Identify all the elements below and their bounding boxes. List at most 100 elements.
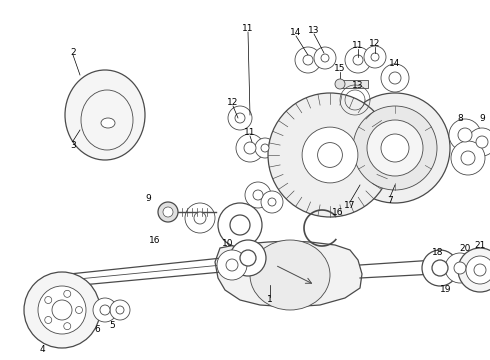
Circle shape — [253, 190, 263, 200]
Circle shape — [226, 259, 238, 271]
Circle shape — [466, 256, 490, 284]
Text: 9: 9 — [479, 113, 485, 122]
Circle shape — [268, 93, 392, 217]
Circle shape — [255, 138, 275, 158]
Circle shape — [303, 55, 313, 65]
Text: 7: 7 — [387, 195, 393, 204]
Text: 21: 21 — [474, 240, 486, 249]
Circle shape — [367, 120, 423, 176]
Text: 12: 12 — [369, 39, 381, 48]
Text: 1: 1 — [267, 296, 273, 305]
Text: 15: 15 — [334, 63, 346, 72]
Circle shape — [381, 64, 409, 92]
Text: 16: 16 — [332, 207, 344, 216]
Circle shape — [64, 323, 71, 330]
Circle shape — [230, 215, 250, 235]
Circle shape — [194, 212, 206, 224]
Text: 11: 11 — [244, 127, 256, 136]
Text: 8: 8 — [457, 113, 463, 122]
Circle shape — [52, 300, 72, 320]
Text: 3: 3 — [70, 140, 76, 149]
Circle shape — [236, 134, 264, 162]
Text: 20: 20 — [459, 243, 471, 252]
Circle shape — [185, 203, 215, 233]
Ellipse shape — [250, 240, 330, 310]
Circle shape — [449, 119, 481, 151]
Circle shape — [461, 151, 475, 165]
Circle shape — [268, 198, 276, 206]
Circle shape — [230, 240, 266, 276]
Ellipse shape — [65, 70, 145, 160]
Circle shape — [64, 290, 71, 297]
Circle shape — [261, 144, 269, 152]
Text: 10: 10 — [222, 239, 234, 248]
Circle shape — [218, 203, 262, 247]
Circle shape — [314, 47, 336, 69]
Circle shape — [261, 191, 283, 213]
Circle shape — [110, 300, 130, 320]
Text: 14: 14 — [290, 27, 302, 36]
Circle shape — [38, 286, 86, 334]
Text: 4: 4 — [39, 346, 45, 355]
Polygon shape — [215, 241, 362, 307]
Circle shape — [476, 136, 488, 148]
Text: 14: 14 — [390, 59, 401, 68]
Circle shape — [116, 306, 124, 314]
Text: 9: 9 — [145, 194, 151, 202]
Circle shape — [335, 79, 345, 89]
Circle shape — [458, 128, 472, 142]
Circle shape — [245, 182, 271, 208]
Circle shape — [240, 250, 256, 266]
Circle shape — [458, 248, 490, 292]
Circle shape — [235, 113, 245, 123]
Circle shape — [381, 134, 409, 162]
Text: 16: 16 — [149, 235, 161, 244]
Text: 12: 12 — [227, 98, 239, 107]
Circle shape — [75, 306, 82, 314]
Circle shape — [389, 72, 401, 84]
Circle shape — [340, 93, 450, 203]
Text: 19: 19 — [440, 285, 452, 294]
Text: 17: 17 — [344, 201, 356, 210]
Text: 13: 13 — [352, 81, 364, 90]
Circle shape — [364, 46, 386, 68]
Circle shape — [474, 264, 486, 276]
Circle shape — [93, 298, 117, 322]
Circle shape — [321, 54, 329, 62]
Circle shape — [45, 297, 52, 303]
Circle shape — [217, 250, 247, 280]
Circle shape — [302, 127, 358, 183]
Circle shape — [228, 106, 252, 130]
Text: 11: 11 — [242, 23, 254, 32]
Circle shape — [451, 141, 485, 175]
Circle shape — [474, 252, 490, 284]
Ellipse shape — [101, 118, 115, 128]
Circle shape — [371, 53, 379, 61]
Circle shape — [432, 260, 448, 276]
Circle shape — [454, 262, 466, 274]
Text: 2: 2 — [70, 48, 76, 57]
Circle shape — [295, 47, 321, 73]
Circle shape — [483, 261, 490, 275]
Text: 11: 11 — [352, 41, 364, 50]
Bar — [340, 80, 368, 88]
Circle shape — [422, 250, 458, 286]
Circle shape — [318, 143, 343, 167]
Circle shape — [445, 253, 475, 283]
Text: 13: 13 — [308, 26, 320, 35]
Circle shape — [100, 305, 110, 315]
Circle shape — [45, 316, 52, 324]
Circle shape — [163, 207, 173, 217]
Text: 6: 6 — [94, 325, 100, 334]
Text: 5: 5 — [109, 320, 115, 329]
Circle shape — [461, 253, 490, 283]
Circle shape — [353, 106, 437, 190]
Circle shape — [470, 262, 482, 274]
Circle shape — [24, 272, 100, 348]
Circle shape — [244, 142, 256, 154]
Circle shape — [353, 55, 363, 65]
Circle shape — [345, 47, 371, 73]
Circle shape — [158, 202, 178, 222]
Text: 18: 18 — [432, 248, 444, 257]
Circle shape — [468, 128, 490, 156]
